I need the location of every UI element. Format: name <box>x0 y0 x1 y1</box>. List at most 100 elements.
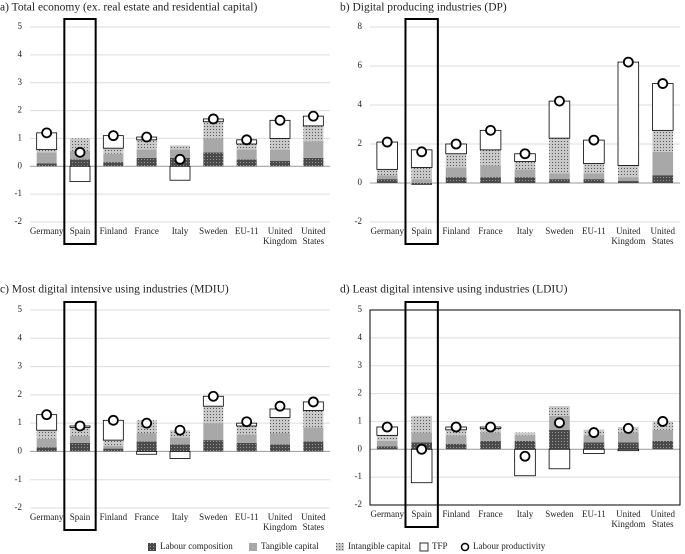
y-tick-label: 2 <box>358 388 363 398</box>
y-tick-label: -1 <box>15 188 23 198</box>
bar-segment <box>549 173 570 180</box>
bar-segment <box>236 159 257 167</box>
x-tick-label: Finland <box>100 512 128 522</box>
x-tick-label: EU-11 <box>582 509 606 519</box>
productivity-marker <box>107 130 119 142</box>
bar-segment <box>103 448 124 452</box>
productivity-marker <box>381 421 393 433</box>
y-tick-label: -2 <box>15 216 23 226</box>
chart-title: b) Digital producing industries (DP) <box>340 2 507 14</box>
x-tick-label: Sweden <box>199 512 228 522</box>
bar-segment <box>411 179 432 183</box>
bar-segment <box>583 442 605 450</box>
y-tick-label: 5 <box>18 21 23 31</box>
bar-segment <box>36 447 57 452</box>
productivity-marker <box>74 420 86 432</box>
bar-segment <box>583 179 605 183</box>
bar-segment <box>652 440 674 450</box>
bar-segment <box>103 153 124 163</box>
y-tick-label: 1 <box>18 417 23 427</box>
bar-segment <box>70 435 90 443</box>
bar-segment <box>411 183 432 185</box>
productivity-marker <box>207 390 219 402</box>
bar-segment <box>480 440 501 450</box>
productivity-marker <box>241 134 253 146</box>
x-tick-label: Germany <box>30 512 64 522</box>
legend-label: Intangible capital <box>348 541 411 551</box>
productivity-marker <box>107 414 119 426</box>
x-tick-label: United States <box>301 226 326 246</box>
highlight-box <box>404 18 439 245</box>
bar-segment <box>583 163 605 174</box>
legend-label: Labour productivity <box>473 541 546 551</box>
legend-swatch <box>336 543 344 551</box>
y-tick-label: 0 <box>358 443 363 453</box>
bar-segment <box>136 139 157 150</box>
x-tick-label: Germany <box>370 509 404 519</box>
bar-segment <box>203 121 224 139</box>
x-tick-label: United States <box>301 512 326 532</box>
bar-segment <box>583 435 605 443</box>
productivity-marker <box>274 114 286 126</box>
bar-segment <box>270 417 290 434</box>
bar-segment <box>36 152 57 164</box>
x-tick-label: France <box>134 512 159 522</box>
productivity-marker <box>588 427 600 438</box>
x-tick-label: Sweden <box>545 226 574 236</box>
y-tick-label: 1 <box>18 132 23 142</box>
legend-swatch <box>249 543 257 551</box>
bar-segment <box>411 415 432 433</box>
y-tick-label: 2 <box>18 105 23 115</box>
productivity-marker <box>588 134 600 146</box>
bar-segment <box>652 151 674 176</box>
chart-title: a) Total economy (ex. real estate and re… <box>0 2 257 14</box>
chart-title: d) Least digital intensive using industr… <box>340 284 568 296</box>
productivity-marker <box>41 409 53 421</box>
bar-segment <box>514 432 536 436</box>
bar-segment <box>618 165 639 178</box>
bar-segment <box>445 167 467 178</box>
bar-segment <box>70 138 90 151</box>
bar-segment <box>376 446 398 450</box>
bar-segment <box>303 141 324 158</box>
y-tick-label: 4 <box>18 49 23 59</box>
bar-segment <box>548 100 571 139</box>
bar-segment <box>136 149 157 158</box>
y-tick-label: 0 <box>18 160 23 170</box>
bar-segment <box>103 445 124 449</box>
productivity-marker <box>657 416 669 427</box>
productivity-marker <box>241 416 253 428</box>
bar-segment <box>236 425 257 435</box>
bar-segment <box>169 165 191 181</box>
bar-segment <box>236 434 257 443</box>
bar-segment <box>376 175 398 180</box>
bar-segment <box>548 448 571 470</box>
bar-segment <box>303 410 324 428</box>
x-tick-label: Italy <box>517 226 534 236</box>
y-tick-label: -1 <box>355 471 363 481</box>
productivity-marker <box>274 400 286 412</box>
y-tick-label: 2 <box>18 389 23 399</box>
bar-segment <box>445 177 467 183</box>
x-tick-label: United States <box>651 226 676 246</box>
legend-marker <box>460 542 470 552</box>
x-tick-label: Sweden <box>545 509 574 519</box>
x-tick-label: United Kingdom <box>611 509 645 529</box>
bar-segment <box>549 179 570 183</box>
bar-segment <box>376 435 398 441</box>
productivity-marker <box>485 124 496 136</box>
bar-segment <box>270 160 290 167</box>
x-tick-label: United Kingdom <box>263 226 297 246</box>
chart-title: c) Most digital intensive using industri… <box>0 284 229 296</box>
bar-segment <box>270 444 290 452</box>
x-tick-label: EU-11 <box>235 226 259 236</box>
y-tick-label: 4 <box>18 332 23 342</box>
bar-segment <box>445 435 467 444</box>
bar-segment <box>303 441 324 452</box>
plot-frame <box>369 309 681 506</box>
productivity-marker <box>416 146 428 158</box>
bar-segment <box>583 173 605 180</box>
x-tick-label: France <box>478 226 503 236</box>
bar-segment <box>617 61 640 166</box>
y-tick-label: 4 <box>358 332 363 342</box>
